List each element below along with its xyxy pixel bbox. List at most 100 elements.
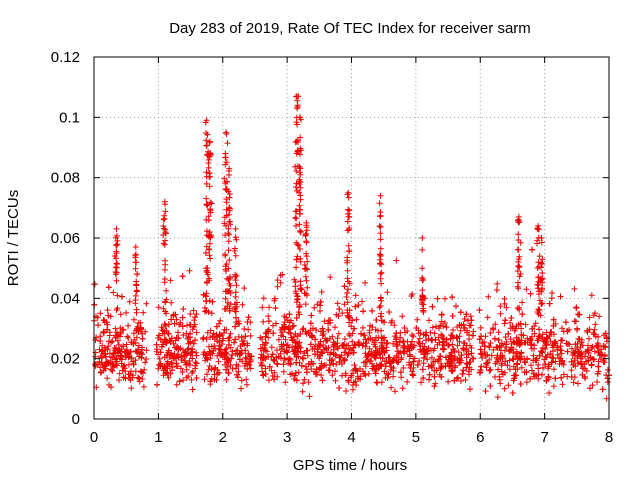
data-point [190, 307, 197, 314]
data-point [117, 330, 124, 337]
data-point [456, 359, 463, 366]
data-point [162, 229, 169, 236]
data-point [214, 352, 221, 359]
data-point [304, 258, 311, 265]
data-point [239, 301, 246, 308]
data-point [344, 191, 351, 198]
data-point [189, 386, 196, 393]
data-point [193, 349, 200, 356]
data-point [227, 282, 234, 289]
data-point [204, 355, 211, 362]
data-point [377, 230, 384, 237]
data-point [352, 292, 359, 299]
data-point [554, 351, 561, 358]
data-point [520, 332, 527, 339]
data-point [262, 371, 269, 377]
data-point [524, 355, 531, 362]
data-point [393, 330, 400, 337]
data-point [232, 252, 239, 259]
data-point [349, 338, 356, 345]
data-point [346, 248, 353, 254]
x-tick-label: 4 [347, 429, 355, 446]
data-point [550, 316, 557, 323]
data-point [539, 349, 546, 356]
data-point [274, 373, 281, 380]
data-point [192, 314, 198, 321]
data-point [189, 326, 196, 333]
data-point [509, 390, 516, 396]
data-point [515, 262, 522, 269]
data-point [487, 383, 494, 389]
data-point [599, 386, 606, 393]
data-point [409, 291, 416, 298]
data-point [223, 326, 230, 333]
data-point [484, 359, 491, 366]
data-point [428, 363, 435, 370]
data-point [524, 339, 531, 346]
data-point [579, 342, 586, 349]
data-point [573, 305, 580, 311]
data-point [563, 340, 570, 347]
data-point [517, 320, 524, 327]
data-point [542, 361, 549, 368]
data-point [372, 326, 379, 333]
data-point [479, 340, 486, 347]
data-point [304, 284, 311, 291]
data-point [568, 345, 575, 352]
data-point [505, 330, 512, 337]
data-point [381, 349, 388, 356]
data-point [538, 235, 545, 241]
data-point [516, 354, 523, 361]
data-point [442, 320, 448, 326]
data-point [297, 179, 304, 186]
data-point [501, 300, 508, 307]
data-point [477, 324, 484, 331]
data-point [161, 198, 168, 205]
data-point [268, 344, 275, 351]
data-point [458, 352, 465, 359]
data-point [465, 368, 472, 375]
data-point [530, 370, 537, 377]
data-point [385, 371, 392, 378]
data-point [515, 231, 522, 238]
data-point [205, 156, 212, 163]
y-tick-label: 0.02 [51, 351, 80, 368]
data-point [317, 343, 323, 350]
data-point [386, 309, 393, 315]
data-point [127, 371, 134, 378]
data-point [300, 325, 307, 332]
data-point [359, 342, 366, 349]
data-point [115, 341, 122, 348]
data-point [265, 326, 272, 333]
data-point [223, 376, 230, 383]
data-point [604, 375, 611, 382]
data-point [594, 379, 600, 385]
data-point [558, 374, 565, 381]
data-point [259, 304, 266, 311]
data-point [516, 264, 523, 271]
data-point [574, 325, 581, 332]
data-point [301, 350, 308, 357]
data-point [294, 293, 301, 299]
data-point [562, 319, 569, 326]
data-point [117, 311, 124, 318]
data-point [511, 375, 518, 382]
data-point [206, 297, 213, 304]
data-point [358, 330, 364, 337]
data-point [97, 338, 104, 344]
data-point [284, 341, 291, 348]
data-point [224, 140, 231, 147]
data-point [298, 286, 305, 293]
data-point [127, 348, 134, 355]
data-point [536, 326, 543, 333]
data-point [128, 354, 135, 361]
data-point [410, 372, 417, 379]
data-point [180, 306, 187, 312]
data-point [236, 350, 243, 357]
data-point [447, 335, 454, 342]
data-point [259, 336, 265, 343]
data-point [366, 329, 373, 336]
data-point [540, 364, 546, 371]
data-point [371, 341, 378, 348]
data-point [550, 348, 556, 355]
